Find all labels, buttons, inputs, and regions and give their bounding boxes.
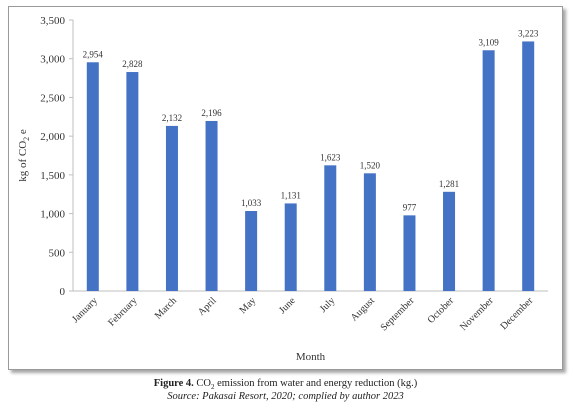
x-tick-label: July (318, 295, 338, 315)
caption-title-post: emission from water and energy reduction… (214, 378, 418, 389)
y-tick-label: 1,000 (40, 209, 65, 221)
bar (205, 120, 218, 291)
x-tick-label: May (237, 295, 258, 316)
y-tick-label: 3,000 (40, 54, 65, 66)
bar (284, 203, 297, 291)
data-label: 1,623 (320, 152, 341, 162)
figure-frame: 0 500 1,000 1,500 2,000 2,500 3,000 3,500 2,954 J… (8, 6, 563, 370)
figure-label: Figure 4. (153, 378, 194, 389)
bar (403, 215, 416, 291)
bar (245, 211, 258, 291)
x-tick-label: January (70, 295, 100, 325)
x-tick-label: December (498, 295, 535, 332)
y-axis-title: kg of CO2 e (17, 129, 31, 182)
figure-caption: Figure 4. CO2 emission from water and en… (0, 378, 571, 393)
x-tick-label: June (277, 295, 298, 316)
y-tick-label: 1,500 (40, 170, 65, 182)
data-label: 2,828 (122, 59, 143, 69)
bar (363, 173, 376, 291)
caption-title-pre: CO (193, 378, 212, 389)
bar (86, 62, 99, 291)
data-label: 1,131 (281, 190, 301, 200)
x-tick-label: November (458, 295, 496, 333)
y-tick-label: 500 (49, 247, 66, 259)
bar (482, 50, 495, 292)
bar-chart: 0 500 1,000 1,500 2,000 2,500 3,000 3,500 2,954 J… (17, 15, 548, 363)
data-label: 3,109 (479, 37, 500, 47)
data-label: 2,196 (201, 108, 222, 118)
y-tick-label: 2,000 (40, 131, 65, 143)
x-axis-title: Month (296, 351, 326, 363)
y-tick-label: 0 (60, 286, 66, 298)
data-label: 3,223 (518, 28, 539, 38)
x-tick-label: September (379, 295, 417, 333)
x-tick-label: April (196, 295, 219, 318)
bar (324, 165, 337, 291)
x-tick-label: October (426, 295, 457, 326)
bar (522, 41, 535, 291)
bar (165, 125, 178, 291)
data-label: 2,954 (83, 49, 104, 59)
data-label: 1,520 (360, 160, 381, 170)
data-label: 977 (403, 202, 417, 212)
data-label: 1,281 (439, 179, 459, 189)
data-label: 1,033 (241, 198, 262, 208)
bar (126, 72, 139, 291)
data-label: 2,132 (162, 113, 182, 123)
y-tick-label: 2,500 (40, 92, 65, 104)
x-tick-label: March (153, 295, 179, 321)
y-tick-label: 3,500 (40, 15, 65, 27)
bar (443, 191, 456, 291)
x-tick-label: February (106, 295, 139, 328)
caption-title-sub: 2 (211, 383, 215, 392)
x-tick-label: August (349, 295, 377, 323)
figure-source: Source: Pakasai Resort, 2020; complied b… (167, 391, 404, 402)
